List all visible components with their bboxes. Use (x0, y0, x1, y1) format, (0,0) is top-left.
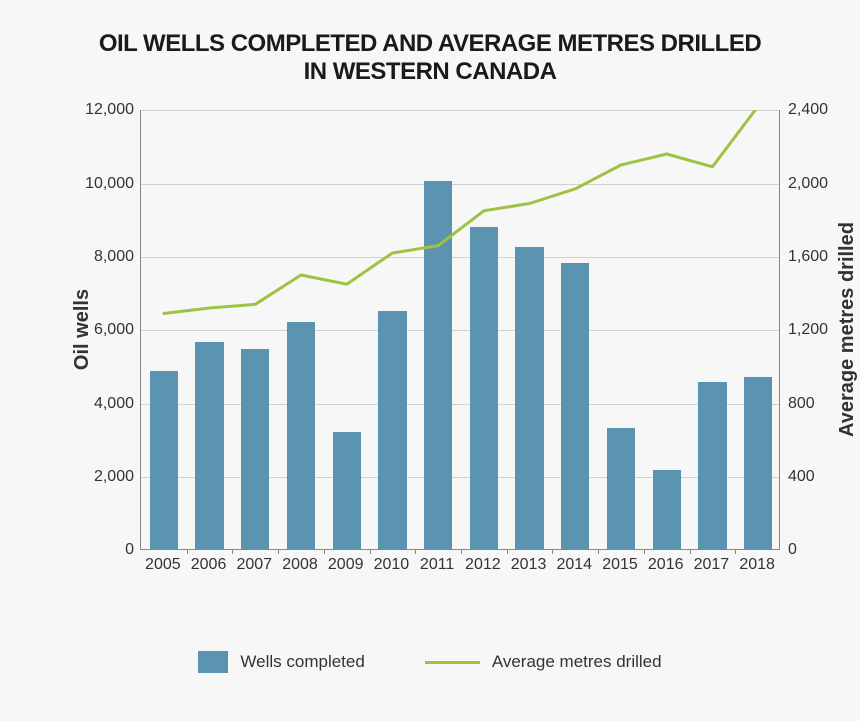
bar (378, 311, 406, 549)
bar (241, 349, 269, 549)
chart-container: OIL WELLS COMPLETED AND AVERAGE METRES D… (0, 0, 860, 721)
plot-area (140, 110, 780, 550)
x-tick-mark (552, 549, 553, 554)
x-tick-mark (370, 549, 371, 554)
x-tick-mark (187, 549, 188, 554)
bar (150, 371, 178, 549)
bar (424, 181, 452, 550)
y-right-tick: 0 (788, 541, 797, 559)
x-tick: 2012 (460, 556, 506, 574)
line-swatch-icon (425, 661, 480, 664)
y-right-tick: 400 (788, 468, 815, 486)
x-tick: 2016 (643, 556, 689, 574)
x-tick: 2007 (231, 556, 277, 574)
gridline (141, 184, 779, 185)
x-tick: 2017 (689, 556, 735, 574)
legend-bars-label: Wells completed (240, 652, 364, 672)
gridline (141, 257, 779, 258)
title-line-1: OIL WELLS COMPLETED AND AVERAGE METRES D… (99, 30, 761, 57)
x-tick: 2009 (323, 556, 369, 574)
bar (287, 322, 315, 549)
gridline (141, 477, 779, 478)
bar (333, 432, 361, 549)
x-tick: 2018 (734, 556, 780, 574)
x-tick: 2011 (414, 556, 460, 574)
bar (607, 428, 635, 549)
gridline (141, 404, 779, 405)
x-tick-mark (415, 549, 416, 554)
x-tick-mark (324, 549, 325, 554)
y-axis-right-label: Average metres drilled (836, 222, 859, 437)
legend: Wells completed Average metres drilled (0, 651, 860, 673)
bar (561, 263, 589, 549)
x-tick-mark (507, 549, 508, 554)
x-tick: 2008 (277, 556, 323, 574)
x-tick-mark (461, 549, 462, 554)
y-left-tick: 12,000 (74, 101, 134, 119)
legend-item-line: Average metres drilled (425, 652, 662, 672)
gridline (141, 110, 779, 111)
x-tick: 2010 (369, 556, 415, 574)
bar (470, 227, 498, 550)
y-left-tick: 0 (74, 541, 134, 559)
x-tick: 2005 (140, 556, 186, 574)
bar (653, 470, 681, 549)
x-tick-mark (278, 549, 279, 554)
gridline (141, 330, 779, 331)
y-left-tick: 8,000 (74, 248, 134, 266)
x-tick: 2006 (186, 556, 232, 574)
bar-swatch-icon (198, 651, 228, 673)
y-right-tick: 1,200 (788, 321, 828, 339)
chart-wrap: Oil wells Average metres drilled 02,0004… (40, 110, 820, 630)
y-right-tick: 2,400 (788, 101, 828, 119)
x-tick-mark (232, 549, 233, 554)
x-tick-mark (690, 549, 691, 554)
y-right-tick: 2,000 (788, 175, 828, 193)
bar (744, 377, 772, 549)
y-left-tick: 4,000 (74, 395, 134, 413)
y-right-tick: 800 (788, 395, 815, 413)
y-left-tick: 2,000 (74, 468, 134, 486)
x-tick: 2014 (551, 556, 597, 574)
y-right-tick: 1,600 (788, 248, 828, 266)
bar (698, 382, 726, 549)
legend-item-bars: Wells completed (198, 651, 364, 673)
bar (515, 247, 543, 550)
x-tick-mark (644, 549, 645, 554)
y-left-tick: 6,000 (74, 321, 134, 339)
chart-title: OIL WELLS COMPLETED AND AVERAGE METRES D… (40, 30, 820, 85)
legend-line-label: Average metres drilled (492, 652, 662, 672)
x-tick-mark (598, 549, 599, 554)
title-line-2: IN WESTERN CANADA (304, 58, 557, 85)
x-tick: 2013 (506, 556, 552, 574)
x-tick-mark (735, 549, 736, 554)
x-tick: 2015 (597, 556, 643, 574)
y-left-tick: 10,000 (74, 175, 134, 193)
bar (195, 342, 223, 549)
